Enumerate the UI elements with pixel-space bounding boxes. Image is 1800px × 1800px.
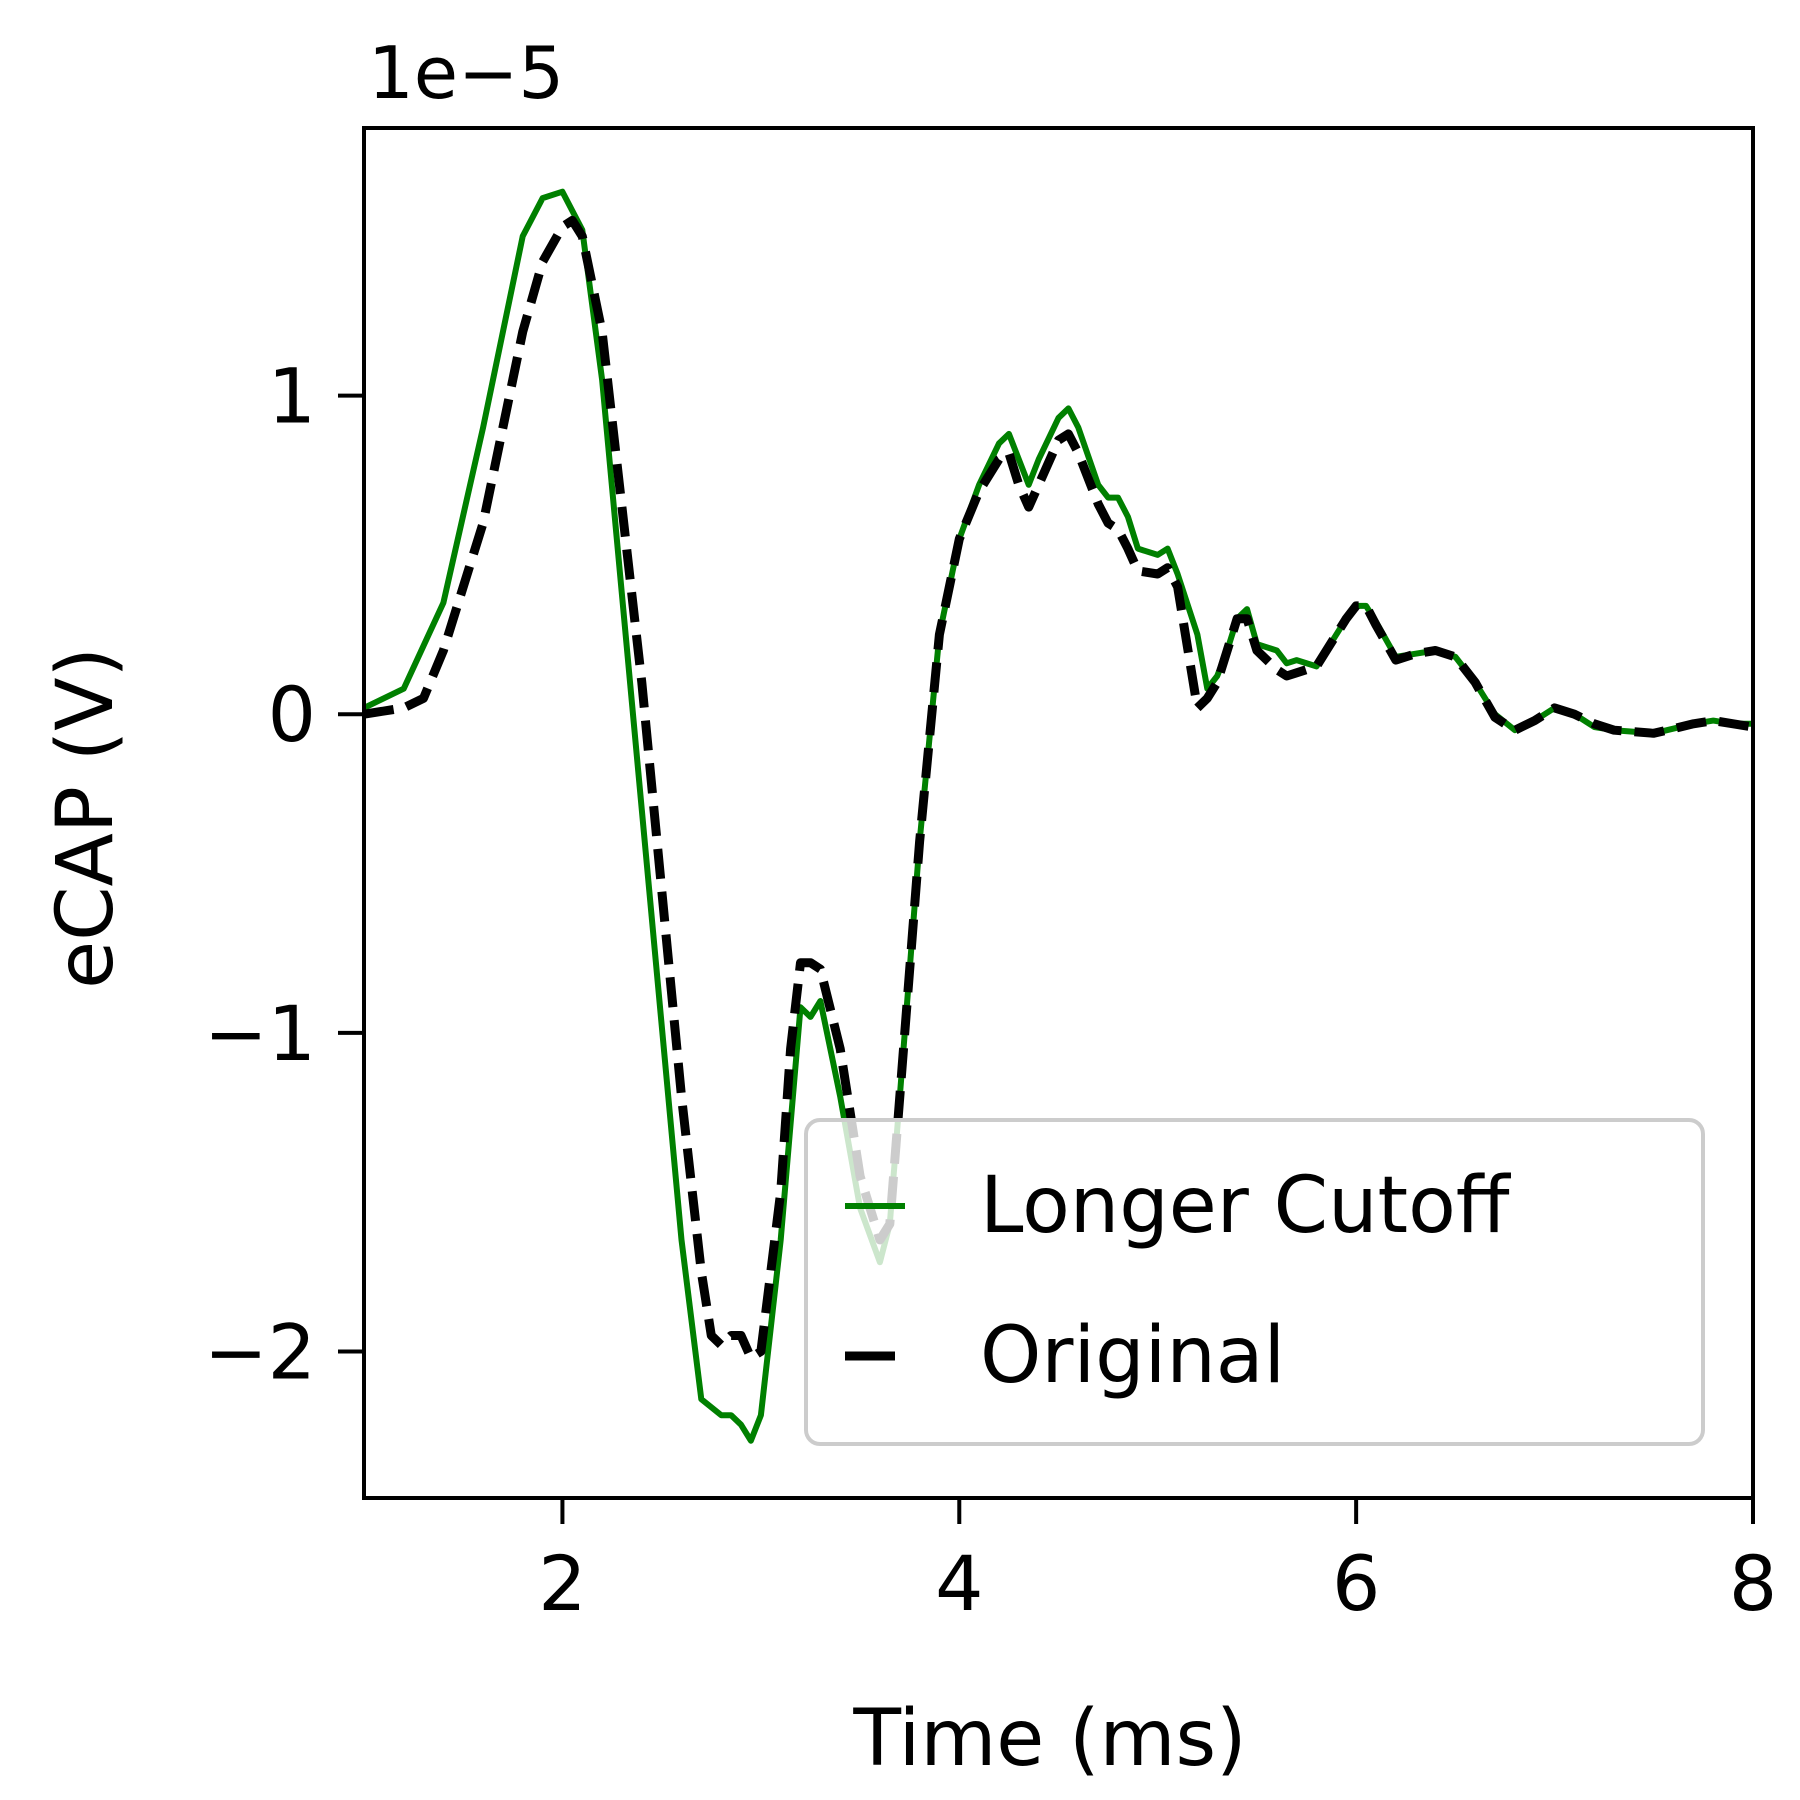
legend: Longer Cutoff Original (804, 1118, 1705, 1446)
y-axis-ticks: 1 0 −1 −2 (204, 352, 364, 1396)
x-tick-label: 2 (538, 1539, 586, 1628)
series-line-original (363, 215, 1754, 1363)
series-line-longer-cutoff (362, 188, 1753, 1444)
x-tick-label: 4 (935, 1539, 983, 1628)
y-tick-label: 0 (268, 670, 316, 759)
x-axis-label: Time (ms) (852, 1694, 1246, 1784)
y-axis-offset-label: 1e−5 (368, 31, 564, 115)
x-tick-label: 8 (1729, 1539, 1777, 1628)
legend-label-original: Original (980, 1311, 1285, 1401)
y-tick-label: 1 (268, 352, 316, 441)
x-axis-ticks: 2 4 6 8 (538, 1498, 1777, 1628)
y-tick-label: −1 (204, 989, 316, 1078)
y-axis-label: eCAP (V) (41, 647, 131, 989)
y-tick-label: −2 (204, 1307, 316, 1396)
x-tick-label: 6 (1332, 1539, 1380, 1628)
legend-label-longer-cutoff: Longer Cutoff (980, 1161, 1512, 1251)
legend-box (804, 1118, 1705, 1446)
plot-frame (362, 126, 1755, 1500)
series-layer (362, 188, 1754, 1444)
